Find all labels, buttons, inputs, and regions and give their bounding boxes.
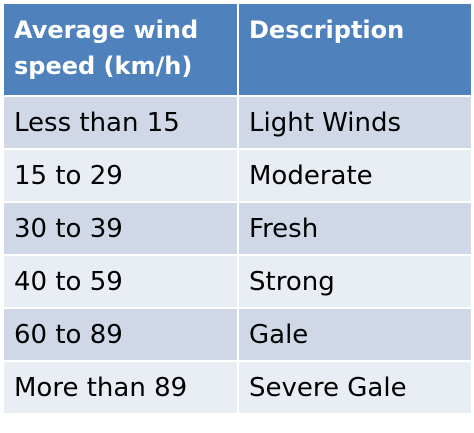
header-wind-speed: Average wind speed (km/h) <box>2 2 239 97</box>
description-cell: Strong <box>237 254 473 309</box>
table-row: 30 to 39 Fresh <box>2 201 473 256</box>
header-row: Average wind speed (km/h) Description <box>2 2 473 97</box>
wind-speed-cell: 40 to 59 <box>2 254 239 309</box>
description-cell: Light Winds <box>237 95 473 150</box>
description-cell: Fresh <box>237 201 473 256</box>
wind-speed-cell: 30 to 39 <box>2 201 239 256</box>
description-cell: Moderate <box>237 148 473 203</box>
table-header: Average wind speed (km/h) Description <box>2 2 473 97</box>
table-row: 40 to 59 Strong <box>2 254 473 309</box>
table-body: Less than 15 Light Winds 15 to 29 Modera… <box>2 95 473 415</box>
wind-speed-cell: Less than 15 <box>2 95 239 150</box>
description-cell: Severe Gale <box>237 360 473 415</box>
table-row: 60 to 89 Gale <box>2 307 473 362</box>
table-row: 15 to 29 Moderate <box>2 148 473 203</box>
header-description: Description <box>237 2 473 97</box>
wind-speed-cell: More than 89 <box>2 360 239 415</box>
wind-speed-cell: 15 to 29 <box>2 148 239 203</box>
wind-speed-table: Average wind speed (km/h) Description Le… <box>2 2 473 415</box>
table-row: Less than 15 Light Winds <box>2 95 473 150</box>
table-row: More than 89 Severe Gale <box>2 360 473 415</box>
wind-speed-cell: 60 to 89 <box>2 307 239 362</box>
description-cell: Gale <box>237 307 473 362</box>
